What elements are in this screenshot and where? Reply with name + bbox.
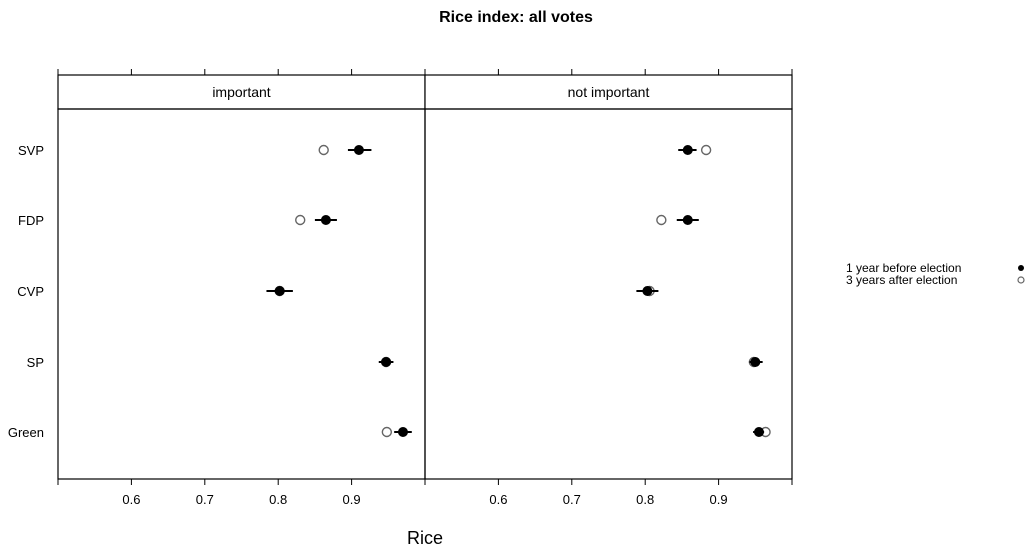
panel-frame bbox=[424, 108, 793, 480]
point-1-year-before-election-svp bbox=[353, 145, 364, 155]
panel-strip-label: important bbox=[212, 84, 270, 100]
panel-frame bbox=[57, 108, 426, 480]
chart-title: Rice index: all votes bbox=[439, 9, 593, 26]
point-1-year-before-election-green bbox=[397, 427, 408, 437]
x-axis-label: Rice bbox=[407, 528, 443, 548]
point-1-year-before-election-svp bbox=[682, 145, 693, 155]
x-tick-label: 0.6 bbox=[122, 492, 140, 507]
category-label-fdp: FDP bbox=[18, 213, 44, 228]
point-1-year-before-election-sp bbox=[381, 357, 392, 367]
point-3-years-after-election-svp bbox=[318, 144, 329, 156]
panel-not-important: not important 0.6 0.7 0.8 0.9 bbox=[424, 69, 793, 507]
category-label-cvp: CVP bbox=[17, 284, 44, 299]
point-1-year-before-election-cvp bbox=[274, 286, 285, 296]
point-1-year-before-election-green bbox=[753, 427, 764, 437]
point-1-year-before-election-fdp bbox=[682, 215, 693, 225]
x-tick-label: 0.6 bbox=[489, 492, 507, 507]
point-3-years-after-election-svp bbox=[700, 144, 712, 156]
panel-strip bbox=[424, 74, 793, 110]
panel-strip bbox=[57, 74, 426, 110]
x-tick-label: 0.9 bbox=[343, 492, 361, 507]
point-3-years-after-election-green bbox=[381, 426, 393, 438]
x-tick-label: 0.8 bbox=[636, 492, 654, 507]
point-3-years-after-election-fdp bbox=[656, 214, 667, 226]
point-1-year-before-election-sp bbox=[750, 357, 761, 367]
legend-entry-1-year-before-election: 1 year before election bbox=[846, 261, 961, 275]
legend-marker-filled bbox=[1018, 265, 1024, 271]
panel-strip-label: not important bbox=[568, 84, 650, 100]
x-tick-label: 0.7 bbox=[563, 492, 581, 507]
legend-marker-open bbox=[1017, 276, 1025, 284]
x-tick-label: 0.9 bbox=[710, 492, 728, 507]
category-label-sp: SP bbox=[27, 355, 44, 370]
point-1-year-before-election-fdp bbox=[320, 215, 331, 225]
category-label-svp: SVP bbox=[18, 143, 44, 158]
panel-important: important 0.6 0.7 0.8 0.9 bbox=[57, 69, 426, 507]
x-tick-label: 0.8 bbox=[269, 492, 287, 507]
x-tick-label: 0.7 bbox=[196, 492, 214, 507]
point-1-year-before-election-cvp bbox=[642, 286, 653, 296]
point-3-years-after-election-fdp bbox=[295, 214, 306, 226]
category-label-green: Green bbox=[8, 425, 44, 440]
legend-entry-3-years-after-election: 3 years after election bbox=[846, 273, 957, 287]
